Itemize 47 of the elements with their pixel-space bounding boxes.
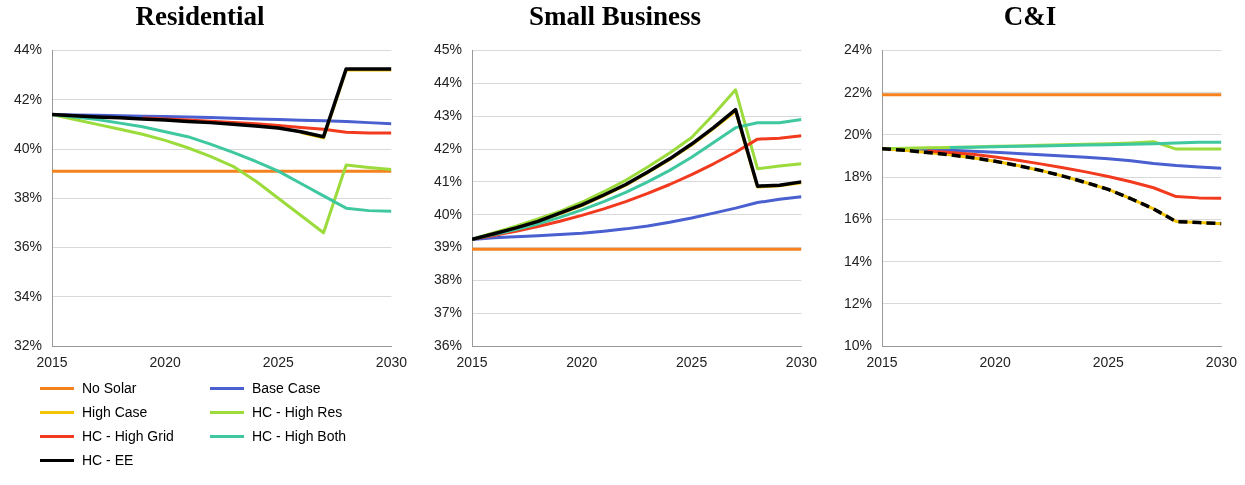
y-tick-label: 42% — [13, 90, 43, 107]
y-tick-label: 39% — [433, 238, 463, 255]
y-tick-label: 22% — [843, 83, 873, 100]
y-tick-label: 43% — [433, 106, 463, 123]
y-tick-label: 14% — [843, 252, 873, 269]
y-tick-label: 38% — [13, 189, 43, 206]
chart-title: Small Business — [529, 1, 701, 32]
x-tick-label: 2030 — [785, 354, 818, 371]
y-tick-label: 40% — [13, 139, 43, 156]
x-tick-label: 2030 — [375, 354, 408, 371]
x-tick-label: 2025 — [676, 354, 708, 371]
y-tick-label: 42% — [433, 139, 463, 156]
y-tick-label: 34% — [13, 287, 43, 304]
y-tick-label: 12% — [843, 294, 873, 311]
y-tick-label: 32% — [13, 337, 43, 354]
legend-label: HC - High Res — [252, 404, 343, 420]
y-tick-label: 38% — [433, 271, 463, 288]
x-tick-label: 2015 — [456, 354, 488, 371]
legend-label: HC - EE — [82, 452, 134, 468]
x-tick-label: 2015 — [866, 354, 898, 371]
y-tick-label: 36% — [433, 337, 463, 354]
x-tick-label: 2020 — [566, 354, 598, 371]
x-tick-label: 2020 — [979, 354, 1011, 371]
legend-label: HC - High Both — [252, 428, 347, 444]
y-tick-label: 16% — [843, 210, 873, 227]
y-tick-label: 41% — [433, 172, 463, 189]
legend-label: Base Case — [252, 380, 321, 396]
y-tick-label: 18% — [843, 168, 873, 185]
y-tick-label: 37% — [433, 304, 463, 321]
x-tick-label: 2025 — [1092, 354, 1125, 371]
x-tick-label: 2015 — [36, 354, 68, 371]
legend-label: High Case — [82, 404, 148, 420]
x-tick-label: 2020 — [149, 354, 181, 371]
y-tick-label: 44% — [433, 74, 463, 91]
y-tick-label: 36% — [13, 238, 43, 255]
y-tick-label: 44% — [13, 41, 43, 58]
chart-title: C&I — [1003, 1, 1057, 32]
x-tick-label: 2030 — [1205, 354, 1238, 371]
y-tick-label: 24% — [843, 41, 873, 58]
chart-title: Residential — [135, 1, 265, 32]
x-tick-label: 2025 — [262, 354, 295, 371]
y-tick-label: 45% — [433, 41, 463, 58]
y-tick-label: 10% — [843, 337, 873, 354]
legend-label: HC - High Grid — [82, 428, 174, 444]
y-tick-label: 40% — [433, 205, 463, 222]
legend-label: No Solar — [82, 380, 137, 396]
y-tick-label: 20% — [843, 125, 873, 142]
